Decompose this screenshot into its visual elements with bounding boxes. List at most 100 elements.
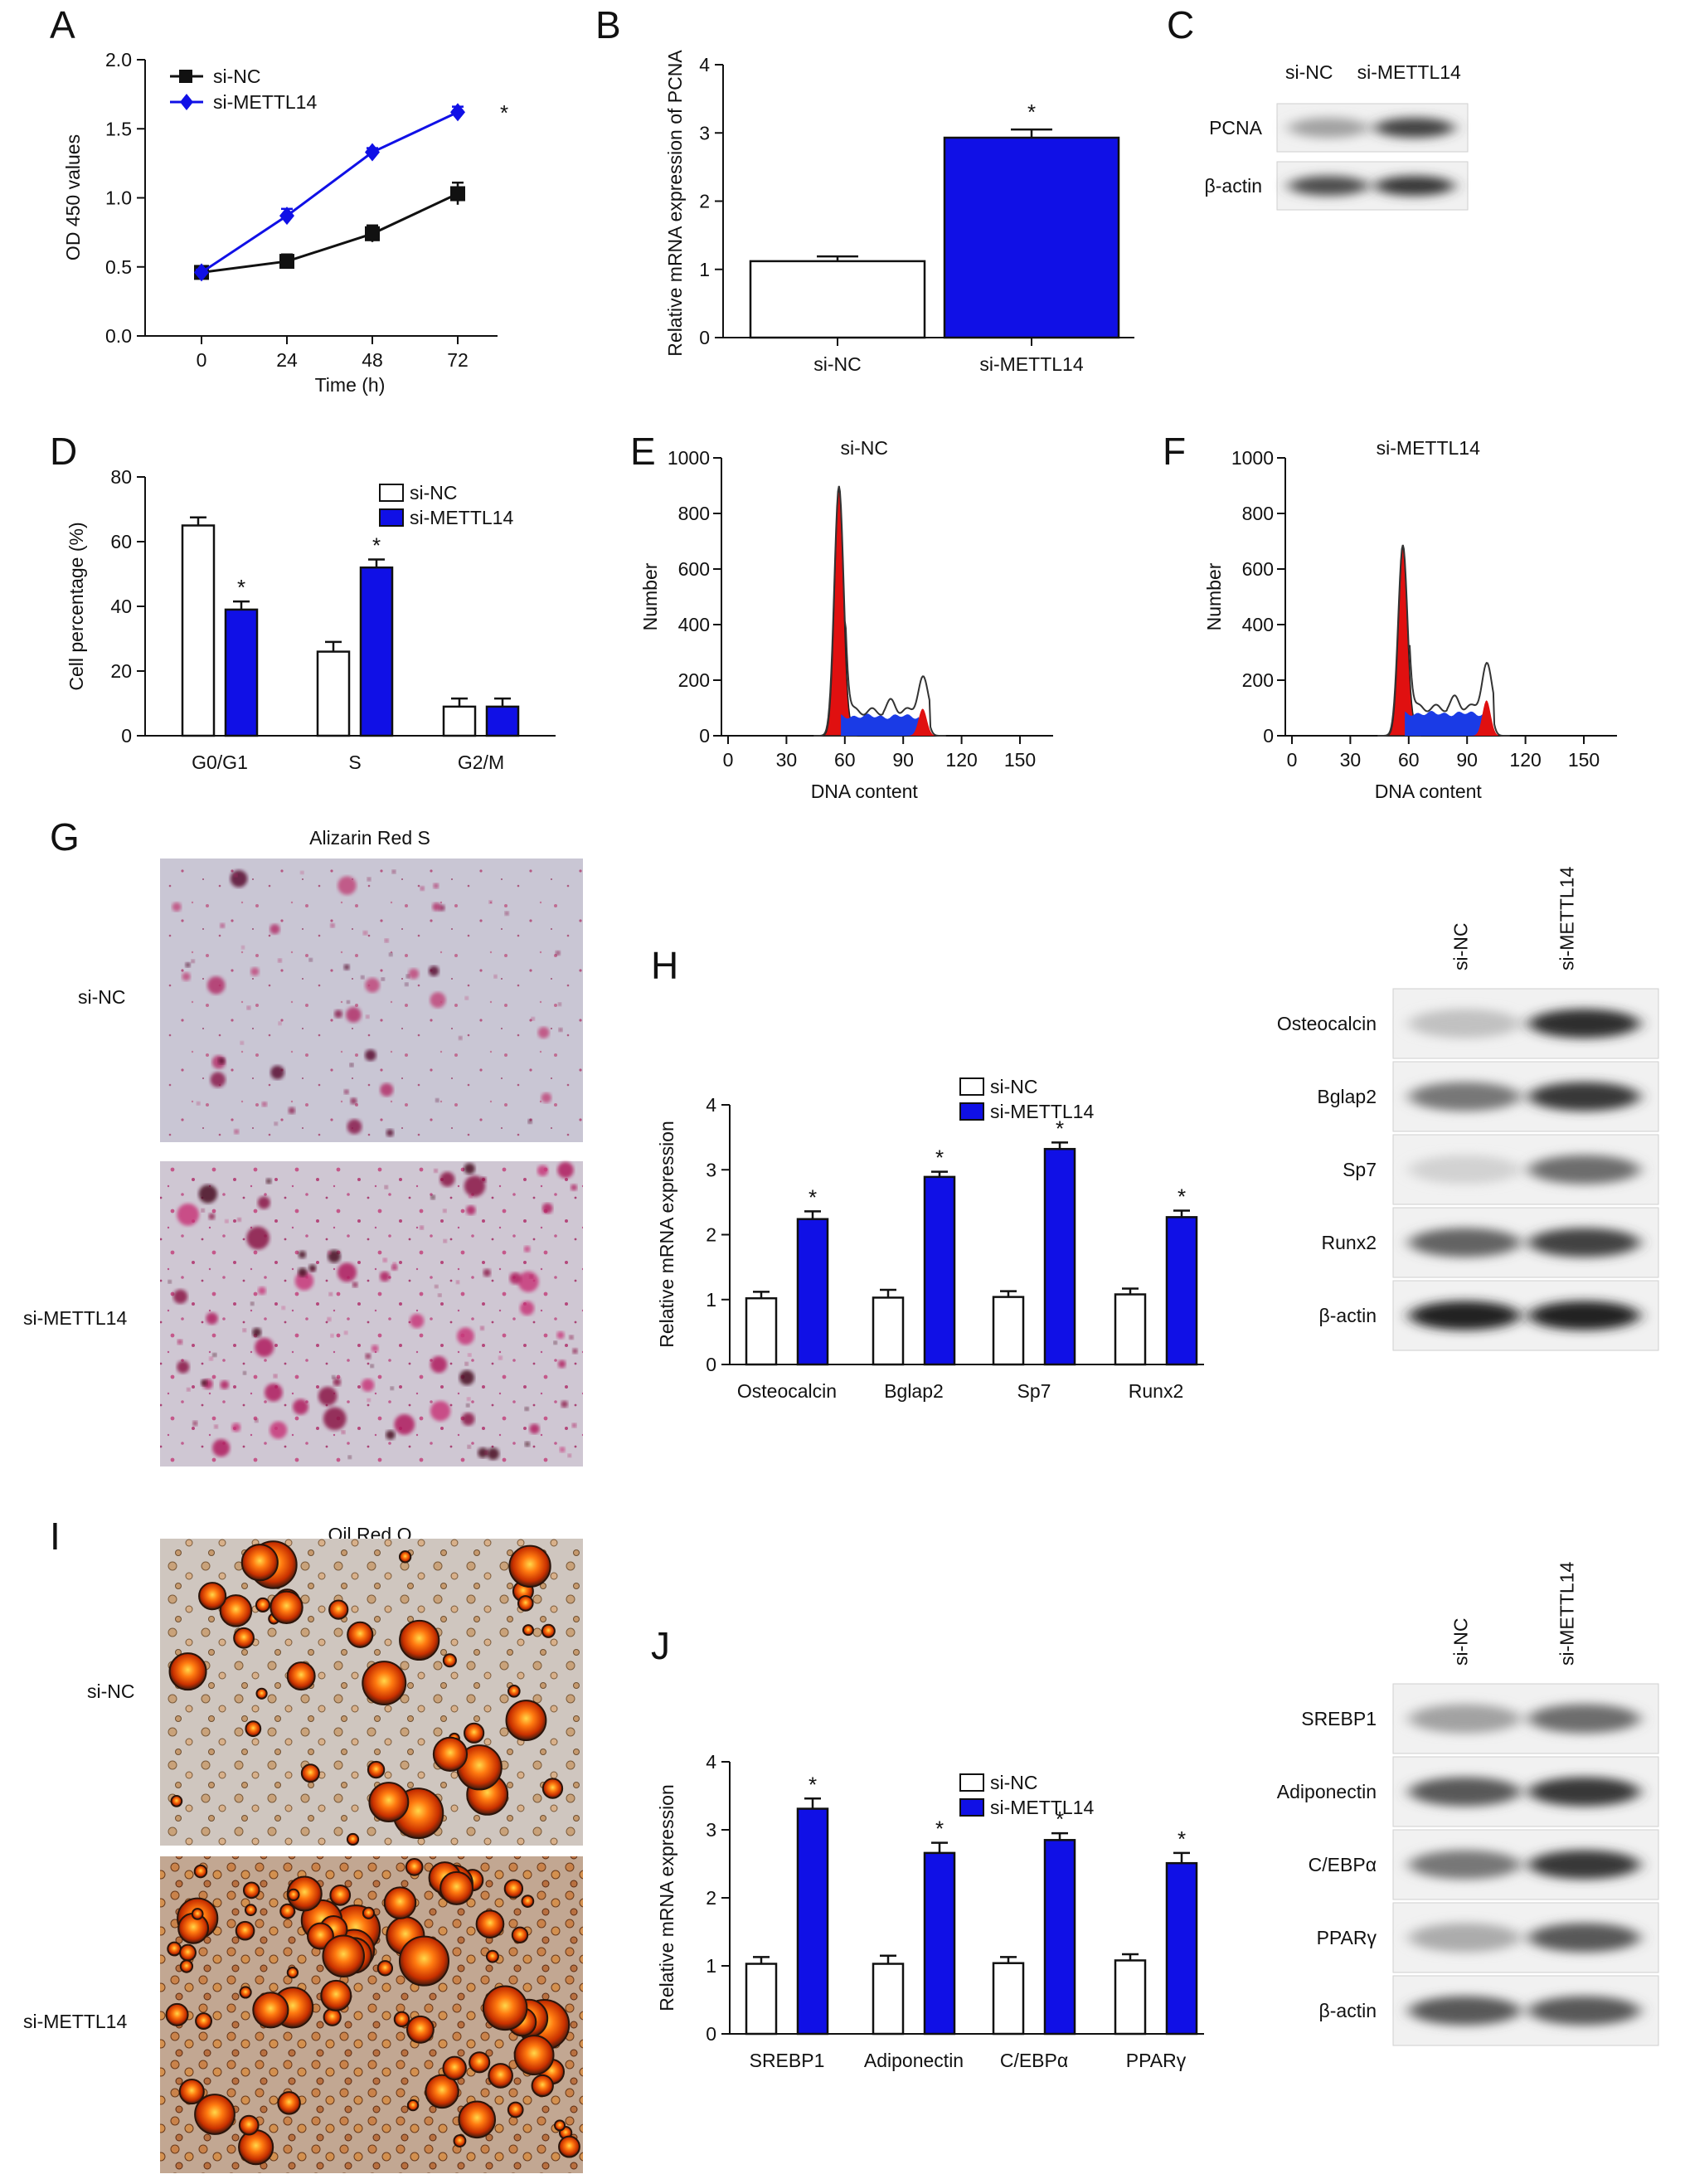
blot-band xyxy=(1528,1777,1640,1807)
stain-spot xyxy=(273,1374,278,1379)
y-tick-label: 0.0 xyxy=(105,325,132,347)
stain-spot xyxy=(177,1203,200,1226)
stain-spot xyxy=(464,1175,486,1197)
y-tick-label: 20 xyxy=(110,660,132,682)
bar xyxy=(1165,1216,1198,1366)
stain-spot xyxy=(210,1072,226,1087)
lipid-droplet xyxy=(521,1895,535,1908)
stain-spot xyxy=(308,1264,317,1272)
y-tick-label: 0 xyxy=(699,327,710,348)
stain-spot xyxy=(435,1098,439,1102)
stain-spot xyxy=(298,1250,307,1259)
y-tick-label: 400 xyxy=(1242,614,1274,635)
stain-spot xyxy=(430,1194,435,1200)
lipid-droplet xyxy=(541,1623,556,1638)
legend-label: si-METTL14 xyxy=(990,1797,1094,1818)
y-tick-label: 0 xyxy=(1263,725,1274,747)
bar xyxy=(992,1296,1025,1366)
stain-spot xyxy=(201,1209,205,1213)
stain-spot xyxy=(434,1169,438,1173)
legend-label: si-METTL14 xyxy=(213,91,317,113)
x-tick-label: 90 xyxy=(892,749,914,771)
chart-e: 0 200 400 600 800 1000 0 30 60 90 120 150 DNA conten… xyxy=(639,437,1053,802)
stain-spot xyxy=(242,1328,246,1332)
s-phase-area xyxy=(1405,711,1483,736)
legend-swatch xyxy=(959,1102,984,1121)
stain-spot xyxy=(237,1218,241,1222)
stain-spot xyxy=(443,1239,447,1243)
blot-row-label: β-actin xyxy=(1319,2000,1377,2021)
lipid-droplet xyxy=(517,1595,534,1612)
data-point xyxy=(279,207,294,226)
legend-swatch xyxy=(379,508,404,527)
stain-spot xyxy=(493,975,498,979)
stain-spot xyxy=(478,1447,488,1458)
stain-spot xyxy=(498,1355,503,1360)
stain-spot xyxy=(520,1301,535,1316)
y-tick-label: 2 xyxy=(706,1224,716,1246)
stain-spot xyxy=(255,1418,259,1423)
bar xyxy=(796,1807,829,2036)
stain-spot xyxy=(561,1400,568,1408)
stain-spot xyxy=(250,967,260,976)
panel-letter-e: E xyxy=(630,430,656,473)
legend-swatch xyxy=(379,484,404,502)
stain-spot xyxy=(349,1063,354,1068)
stain-spot xyxy=(243,1371,247,1375)
lipid-droplet xyxy=(240,1544,279,1582)
y-tick-label: 3 xyxy=(706,1159,716,1180)
stain-spot xyxy=(230,870,248,888)
stain-spot xyxy=(293,1398,308,1415)
x-tick-label: G0/G1 xyxy=(192,752,248,773)
blot-band xyxy=(1528,1228,1640,1257)
panel-letter-c: C xyxy=(1167,3,1194,46)
stain-spot xyxy=(177,1360,190,1374)
stain-spot xyxy=(288,1107,296,1115)
stain-spot xyxy=(172,1289,188,1304)
y-tick-label: 0 xyxy=(706,1354,716,1375)
y-tick-label: 1 xyxy=(706,1955,716,1977)
stain-spot xyxy=(390,1386,394,1390)
stain-spot xyxy=(371,1345,379,1352)
lipid-droplet xyxy=(347,1621,374,1648)
lipid-droplet xyxy=(482,1985,528,2031)
legend-label: si-NC xyxy=(990,1076,1038,1097)
chart-f: 0 200 400 600 800 1000 0 30 60 90 120 150 DNA conten… xyxy=(1203,437,1617,802)
stain-spot xyxy=(571,1184,578,1191)
bar xyxy=(872,1296,905,1366)
stain-spot xyxy=(231,1423,241,1432)
y-tick-label: 600 xyxy=(678,558,710,580)
stain-spot xyxy=(346,1007,362,1023)
significance-star: * xyxy=(935,1817,944,1841)
lipid-droplet xyxy=(531,2074,554,2098)
stain-spot xyxy=(504,911,509,916)
x-axis-label: DNA content xyxy=(1375,781,1483,802)
y-tick-label: 1.0 xyxy=(105,187,132,209)
bar xyxy=(749,260,926,339)
lipid-droplet xyxy=(505,1700,547,1742)
stain-spot xyxy=(365,1353,371,1360)
stain-spot xyxy=(527,1119,532,1124)
stain-spot xyxy=(343,1330,348,1335)
stain-spot xyxy=(234,873,238,878)
stain-spot xyxy=(384,938,389,943)
stain-spot xyxy=(270,1065,284,1080)
stain-spot xyxy=(298,1267,308,1277)
lipid-droplet xyxy=(238,2114,260,2136)
stain-spot xyxy=(365,977,380,993)
blot-band xyxy=(1528,1923,1640,1953)
stain-spot xyxy=(300,870,304,874)
stain-spot xyxy=(318,1386,337,1406)
lipid-droplet xyxy=(235,1920,255,1941)
stain-spot xyxy=(257,1196,270,1209)
stain-spot xyxy=(430,1400,451,1422)
bar xyxy=(485,705,520,737)
stain-spot xyxy=(464,1362,469,1366)
stain-spot xyxy=(347,1119,362,1135)
blot-band xyxy=(1409,1996,1521,2026)
lipid-droplet xyxy=(239,1986,252,1999)
alizarin-si-nc-image xyxy=(160,859,583,1142)
lipid-droplet xyxy=(179,1959,194,1973)
stain-spot xyxy=(487,1447,500,1460)
stain-spot xyxy=(410,1314,425,1329)
